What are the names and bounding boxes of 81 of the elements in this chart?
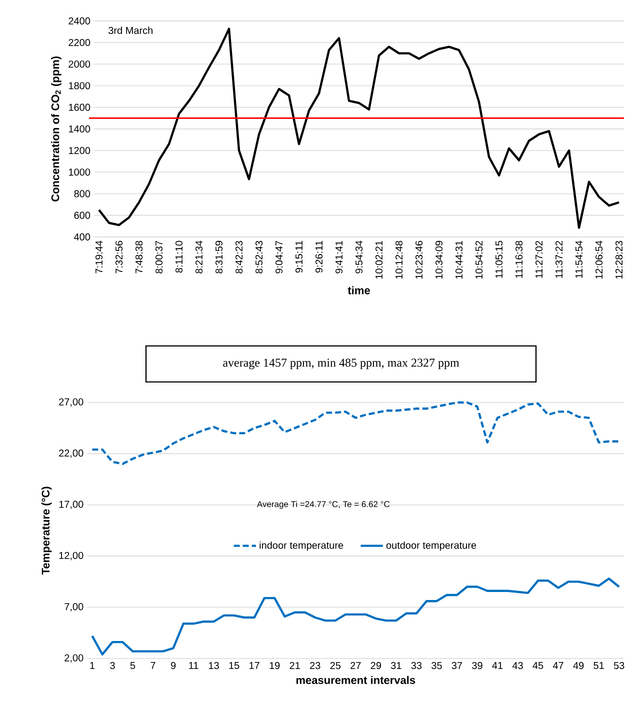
- x-tick-label: 27: [350, 662, 361, 669]
- x-tick-label: 51: [594, 662, 604, 669]
- x-tick-label: 12:28:23: [615, 240, 623, 279]
- legend-label: indoor temperature: [260, 541, 344, 551]
- x-tick-label: 7:48:38: [135, 240, 143, 274]
- x-tick-label: 3: [110, 662, 115, 670]
- x-axis-title: time: [348, 286, 370, 294]
- x-tick-label: 10:12:48: [395, 240, 403, 279]
- x-tick-label: 29: [370, 662, 381, 670]
- y-tick-label: 22,00: [59, 450, 84, 458]
- x-tick-label: 10:54:52: [475, 240, 483, 279]
- y-tick-label: 2200: [68, 38, 90, 46]
- x-tick-label: 10:34:09: [435, 240, 443, 279]
- x-tick-label: 37: [452, 662, 462, 670]
- x-tick-label: 53: [614, 662, 624, 670]
- x-tick-label: 5: [130, 662, 136, 669]
- x-tick-label: 13: [208, 662, 219, 670]
- x-tick-label: 9:26:11: [315, 240, 323, 273]
- x-tick-label: 11:37:22: [555, 240, 563, 278]
- x-tick-label: 21: [290, 662, 300, 669]
- y-tick-label: 17,00: [59, 500, 84, 510]
- y-tick-label: 1600: [68, 104, 90, 111]
- x-tick-label: 11:05:15: [495, 240, 503, 278]
- x-tick-label: 1: [90, 662, 94, 669]
- x-tick-label: 41: [492, 662, 503, 669]
- x-tick-label: 8:00:37: [155, 240, 163, 274]
- x-tick-label: 10:23:46: [415, 240, 423, 279]
- x-tick-label: 23: [310, 662, 320, 670]
- text: average 1457 ppm, min 485 ppm, max 2327 ppm: [223, 358, 460, 370]
- x-tick-label: 7:19:44: [95, 240, 103, 274]
- x-tick-label: 17: [250, 662, 260, 669]
- x-tick-label: 9:04:47: [275, 240, 283, 274]
- x-tick-label: 11:16:38: [515, 240, 523, 278]
- y-tick-label: 7,00: [64, 603, 84, 612]
- x-tick-label: 8:52:43: [255, 240, 263, 274]
- x-tick-label: 9:15:11: [295, 240, 303, 273]
- y-tick-label: 800: [74, 190, 90, 198]
- x-tick-label: 11: [189, 662, 198, 669]
- y-tick-label: 1200: [68, 146, 90, 154]
- x-tick-label: 8:42:23: [235, 240, 243, 274]
- legend-label: outdoor temperature: [386, 541, 476, 551]
- annotation: 3rd March: [108, 26, 152, 34]
- y-axis-title: Temperature (°C): [41, 486, 52, 575]
- x-tick-label: 11:27:02: [535, 240, 543, 278]
- x-tick-label: 39: [472, 662, 482, 670]
- line-series: [98, 28, 620, 229]
- y-tick-label: 600: [74, 212, 90, 219]
- x-tick-label: 25: [330, 662, 341, 670]
- x-tick-label: 45: [532, 662, 544, 669]
- y-axis-title: Concentration of CO$_{2}$ (ppm): [51, 56, 62, 202]
- y-tick-label: 2400: [68, 17, 90, 24]
- x-tick-label: 8:11:10: [175, 240, 183, 273]
- x-tick-label: 11:54:54: [576, 240, 582, 278]
- x-tick-label: 31: [390, 662, 402, 670]
- y-tick-label: 2000: [68, 60, 90, 68]
- x-tick-label: 47: [552, 662, 564, 669]
- x-tick-label: 49: [573, 662, 584, 670]
- x-tick-label: 7:32:56: [115, 240, 123, 274]
- x-tick-label: 7: [150, 662, 156, 669]
- y-tick-label: 27,00: [59, 398, 84, 407]
- x-tick-label: 10:44:31: [455, 240, 463, 279]
- x-tick-label: 43: [512, 662, 523, 670]
- x-tick-label: 19: [270, 662, 280, 670]
- x-tick-label: 35: [432, 662, 442, 670]
- x-tick-label: 33: [411, 662, 422, 670]
- x-tick-label: 8:31:59: [215, 240, 223, 274]
- annotation: Average Ti =24.77 °C, Te = 6.62 °C: [256, 500, 390, 509]
- y-tick-label: 12,00: [59, 552, 84, 560]
- x-tick-label: 9:41:41: [335, 240, 343, 274]
- x-tick-label: 9:54:34: [355, 240, 363, 274]
- x-axis-title: measurement intervals: [296, 676, 416, 684]
- y-tick-label: 400: [74, 233, 90, 240]
- y-tick-label: 1400: [68, 125, 90, 132]
- x-tick-label: 8:21:34: [195, 240, 203, 274]
- y-tick-label: 2,00: [64, 654, 84, 663]
- x-tick-label: 9: [170, 662, 176, 670]
- x-tick-label: 15: [229, 662, 240, 669]
- x-tick-label: 12:06:54: [595, 240, 603, 279]
- x-tick-label: 10:02:21: [375, 240, 383, 279]
- y-tick-label: 1800: [68, 82, 90, 90]
- y-tick-label: 1000: [68, 168, 90, 176]
